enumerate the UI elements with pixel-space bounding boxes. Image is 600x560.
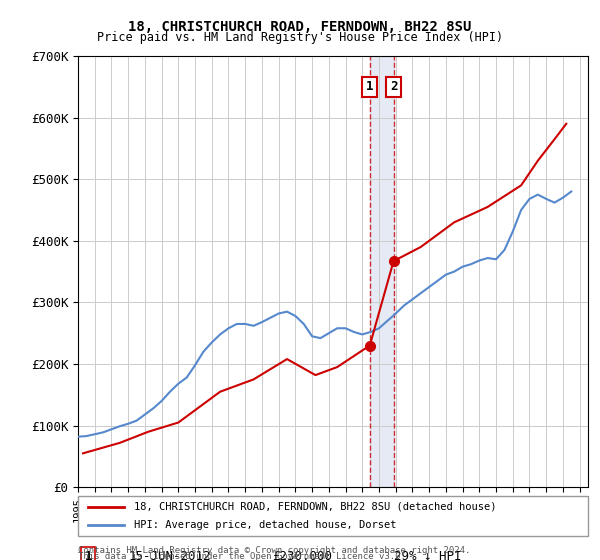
Text: This data is licensed under the Open Government Licence v3.0.: This data is licensed under the Open Gov… bbox=[78, 552, 406, 560]
Text: 2: 2 bbox=[390, 80, 397, 94]
Text: Contains HM Land Registry data © Crown copyright and database right 2024.: Contains HM Land Registry data © Crown c… bbox=[78, 547, 470, 556]
Text: 18, CHRISTCHURCH ROAD, FERNDOWN, BH22 8SU (detached house): 18, CHRISTCHURCH ROAD, FERNDOWN, BH22 8S… bbox=[134, 502, 497, 512]
Text: 18, CHRISTCHURCH ROAD, FERNDOWN, BH22 8SU: 18, CHRISTCHURCH ROAD, FERNDOWN, BH22 8S… bbox=[128, 20, 472, 34]
Text: 15-JUN-2012: 15-JUN-2012 bbox=[129, 550, 212, 560]
Text: 1: 1 bbox=[85, 550, 92, 560]
Text: 1: 1 bbox=[366, 80, 374, 94]
Text: £230,000: £230,000 bbox=[272, 550, 332, 560]
Text: 29% ↓ HPI: 29% ↓ HPI bbox=[394, 550, 462, 560]
FancyBboxPatch shape bbox=[78, 496, 588, 536]
Bar bbox=[370, 56, 394, 487]
Text: Price paid vs. HM Land Registry's House Price Index (HPI): Price paid vs. HM Land Registry's House … bbox=[97, 31, 503, 44]
Text: HPI: Average price, detached house, Dorset: HPI: Average price, detached house, Dors… bbox=[134, 520, 397, 530]
